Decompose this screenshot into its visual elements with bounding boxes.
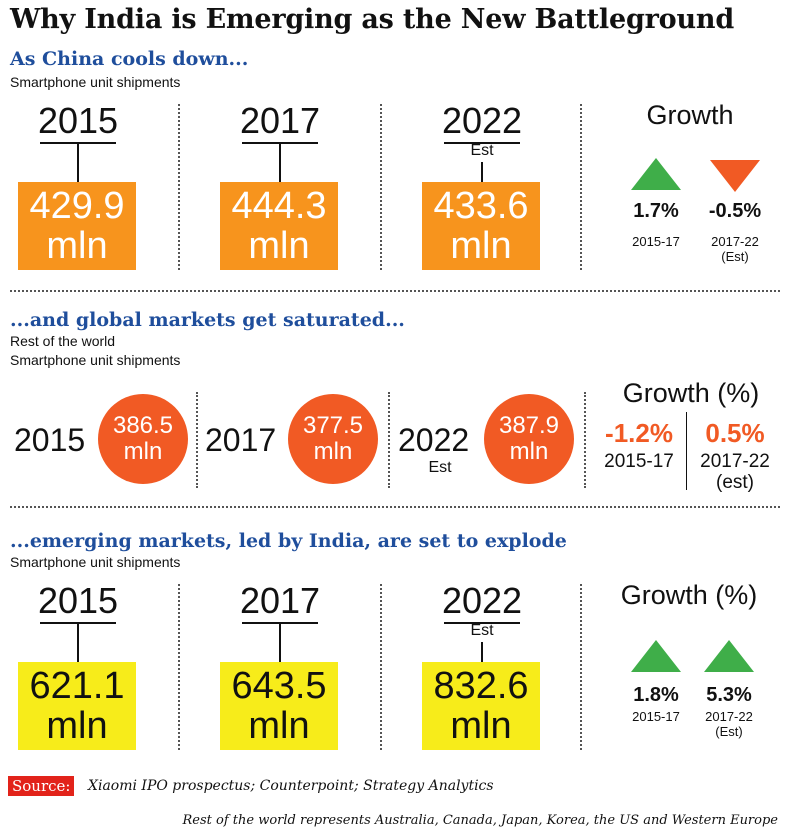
china-unit-2017: mln xyxy=(248,225,310,267)
china-bar-2022: 433.6 mln xyxy=(422,182,540,270)
section-divider xyxy=(178,584,180,750)
emerging-growth-note-2: (Est) xyxy=(715,724,743,739)
growth-up-arrow-icon xyxy=(704,640,754,672)
emerging-unit-2017: mln xyxy=(248,705,310,747)
emerging-connector xyxy=(481,642,483,662)
emerging-growth-title: Growth (%) xyxy=(620,580,758,610)
emerging-value-2022: 832.6 xyxy=(433,665,529,707)
row-unit-2017: mln xyxy=(313,438,353,465)
row-growth-divider xyxy=(686,412,687,490)
section-divider xyxy=(178,104,180,270)
section-china-heading: As China cools down... xyxy=(10,48,249,70)
emerging-bar-2017: 643.5 mln xyxy=(220,662,338,750)
china-value-2022: 433.6 xyxy=(433,185,529,227)
section-divider xyxy=(388,392,390,488)
china-bar-2015: 429.9 mln xyxy=(18,182,136,270)
section-row-subtitle-2: Smartphone unit shipments xyxy=(10,352,181,368)
emerging-connector xyxy=(279,622,281,662)
growth-down-arrow-icon xyxy=(710,160,760,192)
section-divider xyxy=(584,392,586,488)
page-title: Why India is Emerging as the New Battleg… xyxy=(10,4,735,35)
row-circle-2015: 386.5 mln xyxy=(98,394,188,484)
emerging-growth-value-2: 5.3% xyxy=(706,684,752,706)
emerging-year-2015: 2015 xyxy=(37,580,119,621)
emerging-est-label: Est xyxy=(470,622,494,639)
row-value-2015: 386.5 xyxy=(112,412,174,439)
row-circle-2017: 377.5 mln xyxy=(288,394,378,484)
row-growth-value-1: -1.2% xyxy=(605,418,673,448)
china-connector xyxy=(279,142,281,182)
china-year-2017: 2017 xyxy=(239,100,321,141)
china-growth-period-1: 2015-17 xyxy=(632,234,680,249)
growth-up-arrow-icon xyxy=(631,158,681,190)
row-circle-2022: 387.9 mln xyxy=(484,394,574,484)
source-label: Source: xyxy=(8,776,75,796)
section-divider xyxy=(196,392,198,488)
row-growth-value-2: 0.5% xyxy=(705,418,765,448)
emerging-year-2022: 2022 xyxy=(441,580,523,621)
row-est-label: Est xyxy=(428,459,452,476)
emerging-connector xyxy=(77,622,79,662)
row-year-2022: 2022 xyxy=(398,422,470,458)
emerging-bar-2022: 832.6 mln xyxy=(422,662,540,750)
source-text: Xiaomi IPO prospectus; Counterpoint; Str… xyxy=(88,778,494,794)
row-unit-2015: mln xyxy=(123,438,163,465)
row-growth-period-1: 2015-17 xyxy=(604,451,674,472)
emerging-unit-2022: mln xyxy=(450,705,512,747)
emerging-growth-period-2: 2017-22 xyxy=(705,709,753,724)
row-growth-note-2: (est) xyxy=(716,472,754,493)
section-divider xyxy=(380,104,382,270)
row-year-2017: 2017 xyxy=(205,422,277,458)
row-unit-2022: mln xyxy=(509,438,549,465)
row-growth-period-2: 2017-22 xyxy=(700,451,770,472)
row-value-2017: 377.5 xyxy=(302,412,364,439)
china-bar-2017: 444.3 mln xyxy=(220,182,338,270)
china-growth-period-2: 2017-22 xyxy=(711,234,759,249)
emerging-value-2017: 643.5 xyxy=(231,665,327,707)
section-china-subtitle: Smartphone unit shipments xyxy=(10,74,181,90)
china-est-label: Est xyxy=(470,142,494,159)
section-emerging-subtitle: Smartphone unit shipments xyxy=(10,554,181,570)
china-growth-title: Growth xyxy=(646,100,734,130)
emerging-unit-2015: mln xyxy=(46,705,108,747)
china-value-2017: 444.3 xyxy=(231,185,327,227)
section-divider xyxy=(580,584,582,750)
china-growth-note-2: (Est) xyxy=(721,249,749,264)
china-year-2015: 2015 xyxy=(37,100,119,141)
growth-up-arrow-icon xyxy=(631,640,681,672)
emerging-value-2015: 621.1 xyxy=(29,665,125,707)
emerging-bar-2015: 621.1 mln xyxy=(18,662,136,750)
section-separator xyxy=(10,506,780,508)
section-divider xyxy=(580,104,582,270)
section-emerging-heading: ...emerging markets, led by India, are s… xyxy=(10,530,567,552)
section-divider xyxy=(380,584,382,750)
china-year-underline xyxy=(444,142,520,144)
china-connector xyxy=(481,162,483,182)
emerging-growth-value-1: 1.8% xyxy=(633,684,679,706)
china-unit-2022: mln xyxy=(450,225,512,267)
section-row-subtitle: Rest of the world xyxy=(10,333,116,349)
china-year-2022: 2022 xyxy=(441,100,523,141)
row-value-2022: 387.9 xyxy=(498,412,560,439)
row-year-2015: 2015 xyxy=(14,422,86,458)
china-growth-value-2: -0.5% xyxy=(708,200,762,222)
section-separator xyxy=(10,290,780,292)
china-growth-value-1: 1.7% xyxy=(633,200,679,222)
footnote: Rest of the world represents Australia, … xyxy=(182,813,779,828)
section-row-heading: ...and global markets get saturated... xyxy=(10,309,405,331)
emerging-year-2017: 2017 xyxy=(239,580,321,621)
china-unit-2015: mln xyxy=(46,225,108,267)
china-value-2015: 429.9 xyxy=(29,185,125,227)
china-connector xyxy=(77,142,79,182)
emerging-growth-period-1: 2015-17 xyxy=(632,709,680,724)
emerging-year-underline xyxy=(444,622,520,624)
row-growth-title: Growth (%) xyxy=(622,378,760,408)
